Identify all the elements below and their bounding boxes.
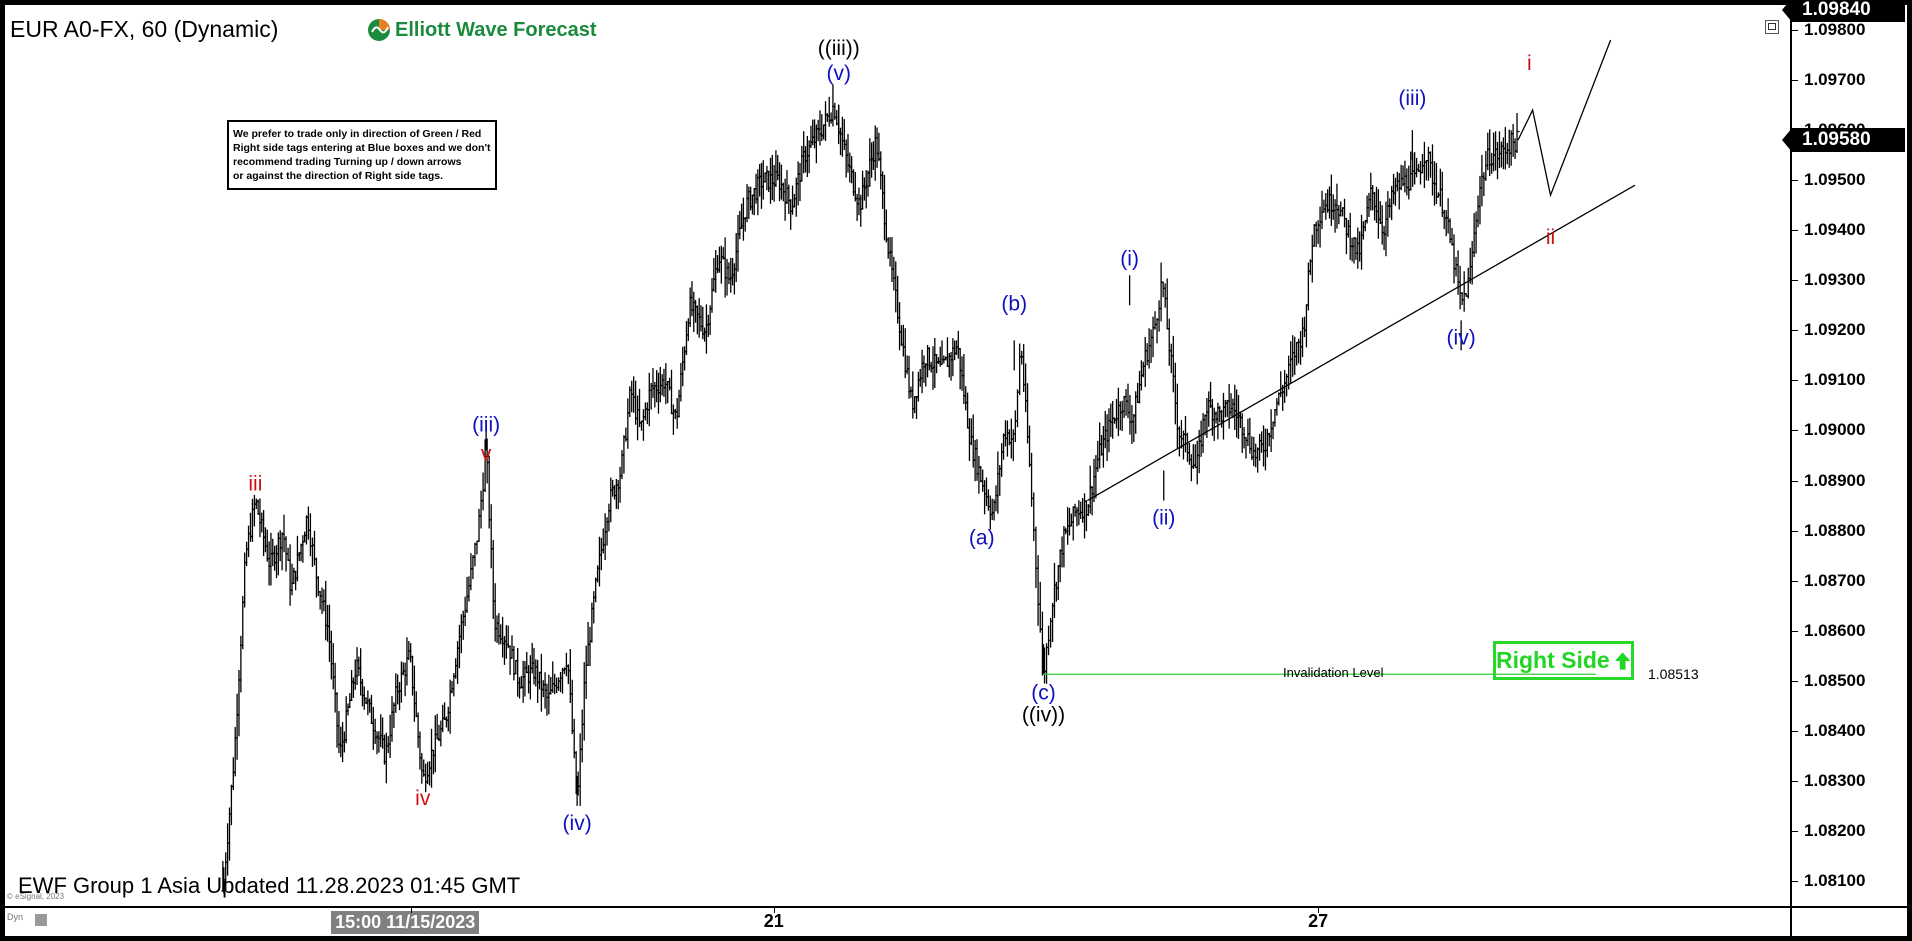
wave-label: ((iv))	[1022, 704, 1065, 727]
price-tick-mark	[1792, 580, 1798, 582]
price-tick-mark	[1792, 730, 1798, 732]
price-tick-label: 1.08400	[1804, 720, 1866, 740]
wave-label: (i)	[1120, 247, 1139, 270]
ohlc-bar	[1514, 113, 1520, 153]
wave-label: (ii)	[1152, 507, 1175, 530]
up-arrow-icon	[1614, 651, 1631, 670]
invalidation-value: 1.08513	[1648, 666, 1699, 682]
wave-label: (v)	[827, 62, 852, 85]
plot-area[interactable]: ((iii)) (v) iii (iii) v iv (iv) (a) (b) (c) ((iv))…	[5, 5, 1790, 906]
price-tick-mark	[1792, 680, 1798, 682]
copyright-note: © eSignal, 2023	[7, 892, 65, 901]
price-tick-mark	[1792, 80, 1798, 82]
price-axis[interactable]: 1.08100 1.08200 1.08300 1.08400 1.08500 1.086…	[1782, 0, 1907, 906]
ewf-logo-icon	[368, 19, 390, 41]
updated-timestamp: EWF Group 1 Asia Updated 11.28.2023 01:4…	[18, 873, 521, 898]
price-tick-mark	[1792, 430, 1798, 432]
time-tick-label: 21	[763, 911, 784, 931]
price-bars	[221, 84, 1520, 894]
price-tick-label: 1.09100	[1804, 370, 1866, 390]
symbol-title: EUR A0-FX, 60 (Dynamic)	[10, 16, 279, 42]
time-tick-mark	[411, 908, 413, 913]
price-tick-label: 1.09200	[1804, 320, 1866, 340]
price-tick-mark	[1792, 380, 1798, 382]
projection-path	[1517, 39, 1612, 198]
ohlc-bar	[1461, 271, 1467, 312]
price-tick-mark	[1792, 480, 1798, 482]
wave-label: (iii)	[1398, 87, 1426, 110]
price-tick-label: 1.08900	[1804, 470, 1866, 490]
right-side-tag: Right Side	[1493, 641, 1634, 680]
price-tick-mark	[1792, 830, 1798, 832]
price-tick-label: 1.08200	[1804, 820, 1866, 840]
price-tick-mark	[1792, 30, 1798, 32]
wave-label: (a)	[969, 527, 995, 550]
price-tick-label: 1.09300	[1804, 270, 1866, 290]
time-tick-label: 15:00 11/15/2023	[331, 911, 480, 934]
current-price-tag: 1.09580	[1782, 128, 1905, 153]
price-tick-label: 1.08300	[1804, 770, 1866, 790]
notice-line: recommend trading Turning up / down arro…	[233, 156, 462, 168]
brand-name: Elliott Wave Forecast	[395, 18, 597, 41]
notice-line: Right side tags entering at Blue boxes a…	[233, 142, 491, 154]
trading-notice: We prefer to trade only in direction of …	[227, 120, 497, 190]
price-tick-mark	[1792, 880, 1798, 882]
price-tick-mark	[1792, 780, 1798, 782]
price-tick-mark	[1792, 230, 1798, 232]
time-tick-mark	[773, 908, 775, 913]
time-tick-mark	[1318, 908, 1320, 913]
invalidation-label: Invalidation Level	[1283, 665, 1384, 680]
price-tick-label: 1.08500	[1804, 670, 1866, 690]
wave-label: (iv)	[563, 812, 592, 835]
time-axis[interactable]: Dyn 15:00 11/15/2023 21 27	[5, 908, 1790, 936]
wave-label: ii	[1546, 226, 1555, 249]
wave-label: iii	[248, 473, 262, 496]
price-tick-mark	[1792, 280, 1798, 282]
notice-line: or against the direction of Right side t…	[233, 170, 444, 182]
trend-line	[1087, 184, 1636, 502]
wave-label: (c)	[1031, 682, 1056, 705]
current-price-tag: 1.09840	[1782, 0, 1905, 23]
price-tick-label: 1.08700	[1804, 570, 1866, 590]
wave-label: i	[1527, 52, 1532, 75]
price-tick-label: 1.09800	[1804, 20, 1866, 40]
wave-label: (b)	[1001, 292, 1027, 315]
wave-label: ((iii))	[818, 37, 860, 60]
price-tick-label: 1.09000	[1804, 420, 1866, 440]
brand-logo: Elliott Wave Forecast	[367, 18, 597, 42]
price-tick-mark	[1792, 180, 1798, 182]
price-tick-label: 1.08800	[1804, 520, 1866, 540]
time-tick-label: 27	[1308, 911, 1329, 931]
price-tick-label: 1.09400	[1804, 220, 1866, 240]
price-tick-mark	[1792, 530, 1798, 532]
wave-label: iv	[415, 787, 431, 810]
wave-label: v	[481, 442, 492, 465]
dyn-label: Dyn	[7, 912, 24, 922]
notice-line: We prefer to trade only in direction of …	[233, 128, 482, 140]
price-tick-mark	[1792, 330, 1798, 332]
price-tick-mark	[1792, 630, 1798, 632]
right-side-label: Right Side	[1496, 647, 1610, 673]
dyn-icon[interactable]	[35, 914, 47, 926]
wave-label: (iv)	[1447, 326, 1476, 349]
price-tick-label: 1.08100	[1804, 870, 1866, 890]
wave-label: (iii)	[472, 413, 500, 436]
window-restore-icon[interactable]	[1765, 20, 1779, 34]
axis-corner	[1792, 908, 1907, 936]
price-tick-label: 1.09700	[1804, 70, 1866, 90]
price-chart[interactable]: ((iii))(v)iii(iii)viv(iv)(a)(b)(c)((iv))…	[5, 5, 1790, 906]
price-tick-label: 1.08600	[1804, 620, 1866, 640]
price-tick-label: 1.09500	[1804, 170, 1866, 190]
